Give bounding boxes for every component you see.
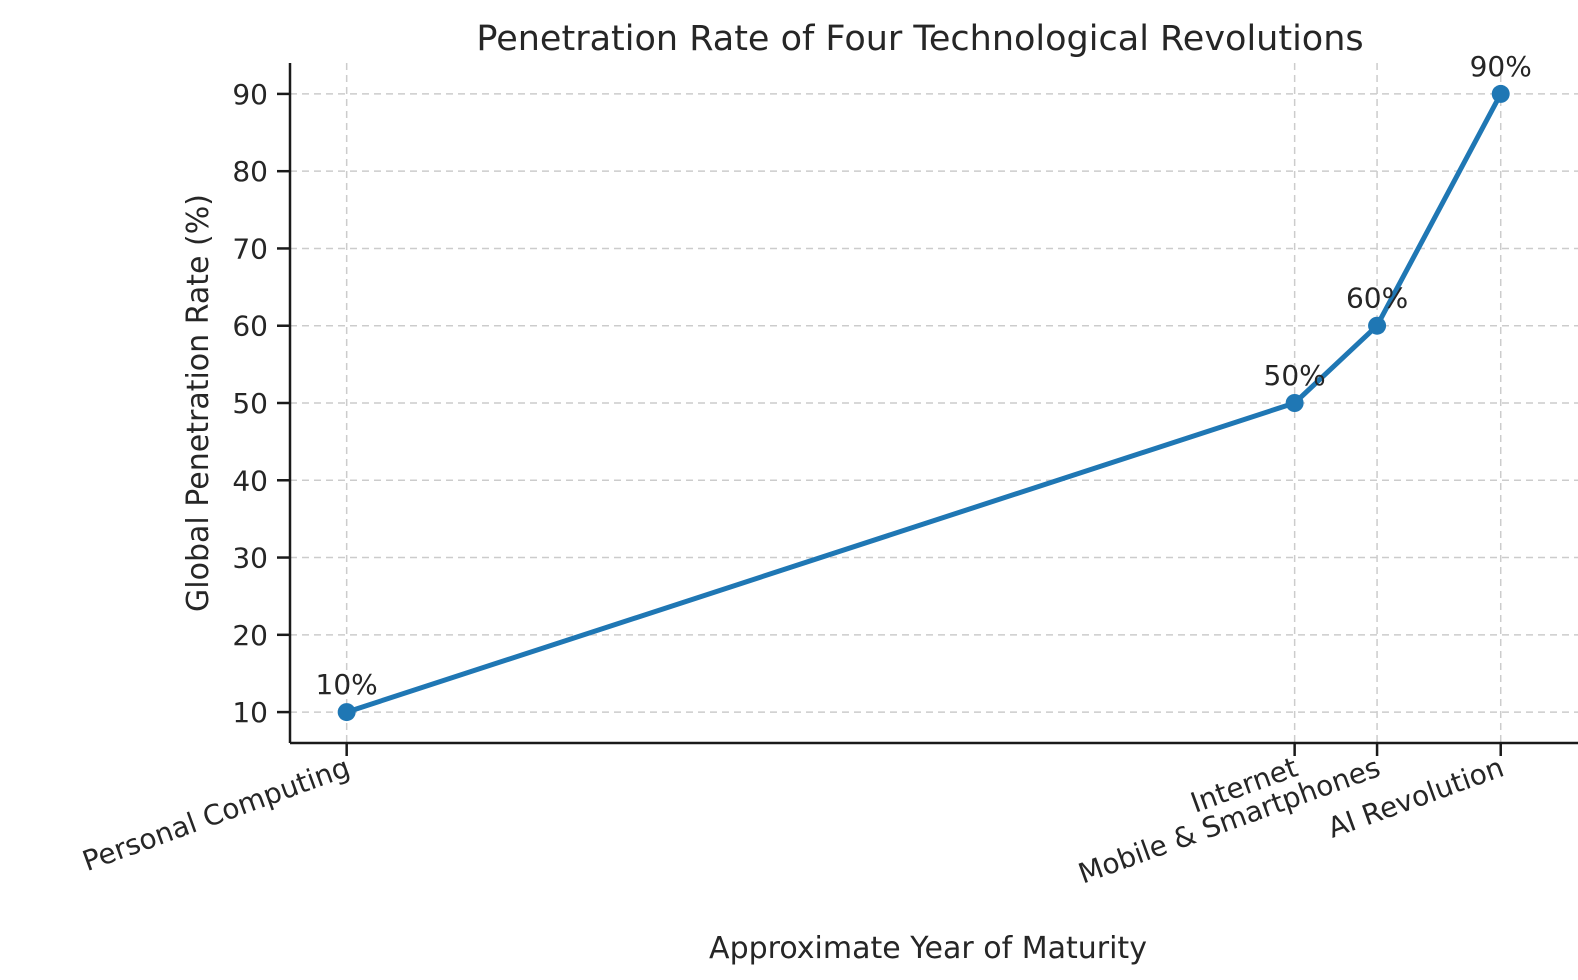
y-tick-label: 20 xyxy=(232,619,268,652)
y-tick-label: 50 xyxy=(232,387,268,420)
y-tick-label: 70 xyxy=(232,232,268,265)
x-axis-label: Approximate Year of Maturity xyxy=(709,931,1147,966)
point-value-label: 60% xyxy=(1346,282,1408,315)
data-point-marker xyxy=(1368,316,1387,335)
y-tick-label: 10 xyxy=(232,696,268,729)
y-tick-label: 30 xyxy=(232,542,268,575)
data-point-marker xyxy=(1491,84,1510,103)
y-tick-label: 90 xyxy=(232,78,268,111)
point-value-label: 50% xyxy=(1264,359,1326,392)
x-tick-label: Personal Computing xyxy=(78,751,354,878)
point-value-label: 90% xyxy=(1470,50,1532,83)
series-line xyxy=(344,91,1504,715)
chart-title: Penetration Rate of Four Technological R… xyxy=(476,19,1363,59)
y-tick-label: 40 xyxy=(232,464,268,497)
data-point-marker xyxy=(1285,394,1304,412)
data-point-marker xyxy=(337,703,356,722)
y-tick-label: 80 xyxy=(232,155,268,188)
y-tick-label: 60 xyxy=(232,310,268,343)
point-value-label: 10% xyxy=(316,668,378,701)
y-axis-label: Global Penetration Rate (%) xyxy=(181,194,216,612)
